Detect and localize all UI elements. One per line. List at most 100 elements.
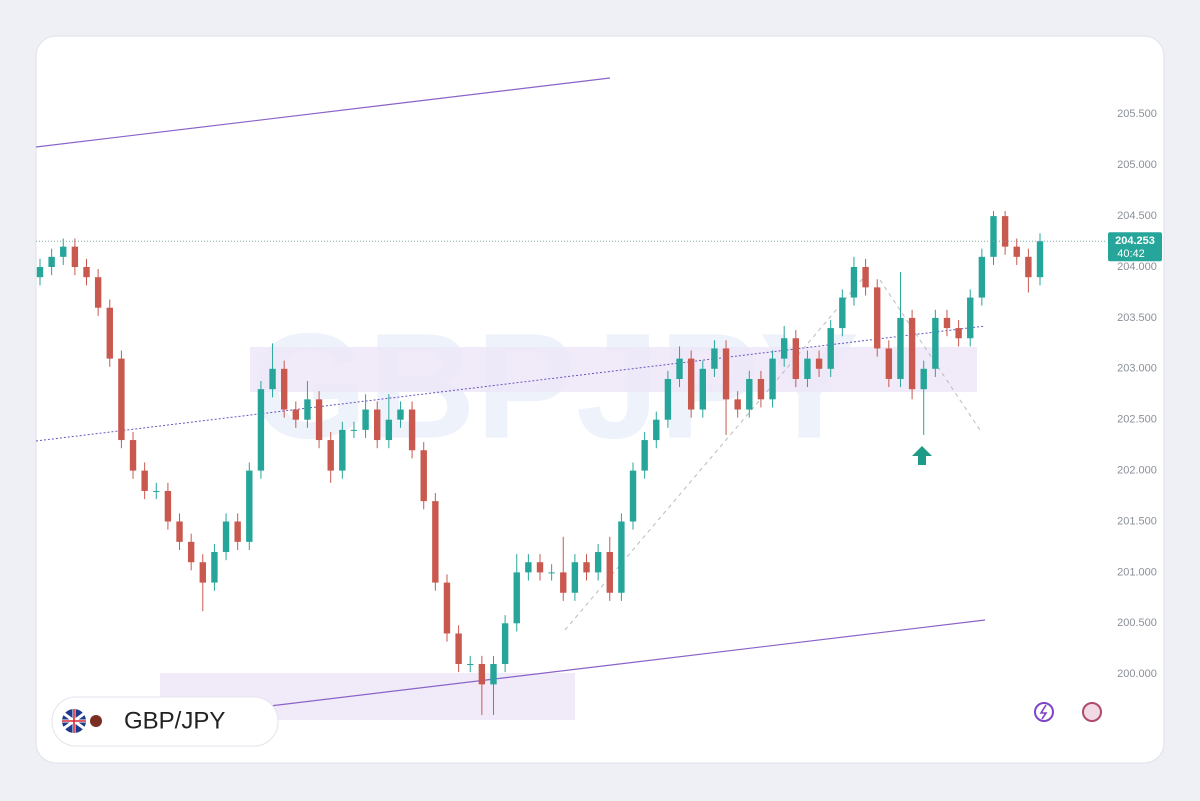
candle-body xyxy=(118,358,125,441)
candle-body xyxy=(48,256,55,268)
candle-body xyxy=(315,399,323,441)
symbol-label: GBP/JPY xyxy=(124,707,225,734)
candle-body xyxy=(943,317,951,329)
y-tick-label: 205.500 xyxy=(1117,108,1157,120)
candle-body xyxy=(746,378,753,410)
candle-body xyxy=(280,368,288,410)
candle-body xyxy=(874,287,881,349)
candle-body xyxy=(211,552,218,583)
candle-body xyxy=(571,562,579,593)
candle-body xyxy=(362,409,369,430)
candle-body xyxy=(71,246,79,268)
candle-body xyxy=(246,470,253,542)
trend-line xyxy=(269,619,986,707)
candle-body xyxy=(269,368,276,390)
candle-body xyxy=(606,552,613,593)
y-tick-label: 203.000 xyxy=(1117,363,1157,375)
candle-body xyxy=(990,216,997,257)
flash-icon[interactable] xyxy=(1034,702,1054,722)
trend-line xyxy=(36,325,986,442)
y-tick-label: 201.500 xyxy=(1117,515,1157,527)
candle-body xyxy=(885,348,893,379)
candle-body xyxy=(734,399,741,410)
candle-body xyxy=(490,664,497,685)
candle-body xyxy=(560,572,567,593)
candle-body xyxy=(676,358,683,379)
candle-body xyxy=(920,368,927,390)
y-tick-label: 200.000 xyxy=(1117,668,1157,680)
candle-body xyxy=(594,552,602,573)
y-tick-label: 205.000 xyxy=(1117,159,1157,171)
candle-body xyxy=(664,378,672,420)
pattern-line xyxy=(564,269,871,631)
candle-body xyxy=(385,419,393,441)
candle-body xyxy=(792,338,800,379)
candle-body xyxy=(420,450,427,502)
candle-body xyxy=(513,572,520,624)
candle-body xyxy=(629,470,637,522)
y-tick-label: 204.000 xyxy=(1117,261,1157,273)
candle-body xyxy=(199,562,206,583)
candle-body xyxy=(187,541,195,563)
candle-body xyxy=(408,409,416,451)
candle-body xyxy=(955,328,962,339)
candle-body xyxy=(757,378,765,400)
candle-body xyxy=(862,267,869,288)
candle-body xyxy=(769,358,776,400)
candle-body xyxy=(176,521,183,542)
candle-body xyxy=(699,368,706,410)
candle-body xyxy=(141,470,148,491)
y-tick-label: 202.500 xyxy=(1117,414,1157,426)
candle-body xyxy=(908,317,916,390)
candle-body xyxy=(129,440,137,471)
candle-body xyxy=(780,338,788,359)
candle-body xyxy=(304,399,311,420)
candle-body xyxy=(618,521,625,593)
candle-body xyxy=(978,256,986,298)
candle-body xyxy=(501,623,509,665)
flash-bolt xyxy=(1039,704,1048,720)
candle-body xyxy=(687,358,695,410)
y-tick-label: 202.000 xyxy=(1117,465,1157,477)
candle-body xyxy=(36,267,44,278)
candle-body xyxy=(804,358,811,379)
candle-body xyxy=(548,572,555,574)
candle-body xyxy=(850,267,858,298)
candle-body xyxy=(164,490,172,522)
candle-body xyxy=(350,429,358,431)
candle-body xyxy=(641,440,648,471)
candle-body xyxy=(222,521,230,553)
candle-body xyxy=(153,490,160,492)
candle-body xyxy=(839,297,846,329)
candle-body xyxy=(897,317,904,379)
candle-body xyxy=(374,409,381,441)
candle-body xyxy=(722,348,730,400)
candle-body xyxy=(536,562,544,573)
last-price-label: 204.253 xyxy=(1115,235,1155,247)
y-tick-label: 201.000 xyxy=(1117,566,1157,578)
candle-body xyxy=(478,664,486,685)
countdown-label: 40:42 xyxy=(1117,248,1145,260)
candle-body xyxy=(932,317,939,369)
candle-body xyxy=(827,328,834,369)
pattern-line xyxy=(879,279,981,431)
candle-body xyxy=(1013,246,1020,257)
toolbar-icons xyxy=(1034,702,1102,722)
candle-body xyxy=(83,267,90,278)
candle-body xyxy=(327,440,334,471)
candle-body xyxy=(397,409,404,420)
candle-body xyxy=(94,277,102,308)
badge-bg xyxy=(51,696,279,747)
y-tick-label: 204.500 xyxy=(1117,210,1157,222)
candle-body xyxy=(455,633,462,665)
candle-body xyxy=(1036,241,1044,278)
y-tick-label: 203.500 xyxy=(1117,312,1157,324)
flag-cross-red xyxy=(62,709,86,733)
candle-body xyxy=(60,246,67,257)
candle-body xyxy=(653,419,660,441)
flag-button[interactable] xyxy=(1082,702,1102,722)
candle-body xyxy=(234,521,241,542)
candle-body xyxy=(1001,216,1009,247)
